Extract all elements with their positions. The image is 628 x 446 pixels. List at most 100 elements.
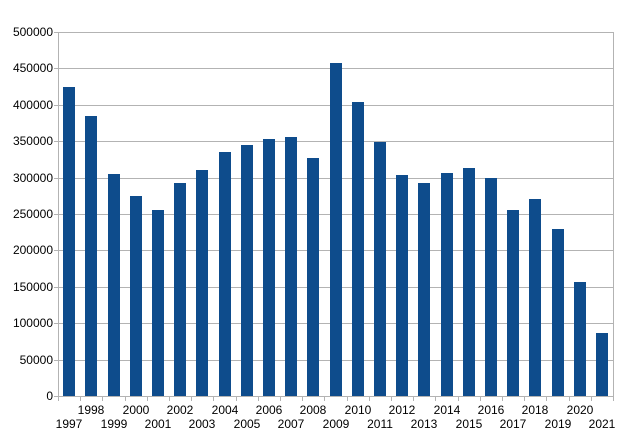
x-axis-tick-label: 2007 <box>277 417 305 431</box>
x-axis-tick <box>569 397 570 401</box>
x-axis-tick <box>435 397 436 401</box>
bar-2001 <box>152 210 164 396</box>
x-axis-tick <box>280 397 281 401</box>
bar-1999 <box>108 174 120 396</box>
y-axis-line <box>58 32 59 397</box>
bar-2007 <box>285 137 297 396</box>
bar-2013 <box>418 183 430 396</box>
x-axis-tick-label: 2020 <box>566 403 594 417</box>
x-axis-tick <box>347 397 348 401</box>
bar-2015 <box>463 168 475 396</box>
x-axis-tick <box>524 397 525 401</box>
bar-2011 <box>374 142 386 396</box>
y-axis-tick-label: 150000 <box>12 280 53 294</box>
x-axis-tick <box>302 397 303 401</box>
y-axis-tick-label: 350000 <box>12 134 53 148</box>
x-axis-tick <box>236 397 237 401</box>
y-axis-tick-label: 450000 <box>12 61 53 75</box>
x-axis-tick <box>213 397 214 401</box>
y-axis-tick-label: 500000 <box>12 25 53 39</box>
x-axis-tick-label: 2006 <box>255 403 283 417</box>
bar-2002 <box>174 183 186 396</box>
x-axis-tick-label: 2021 <box>588 417 616 431</box>
x-axis-tick <box>258 397 259 401</box>
x-axis-tick-label: 2005 <box>233 417 261 431</box>
x-axis-tick-label: 2015 <box>455 417 483 431</box>
x-axis-tick-label: 2003 <box>188 417 216 431</box>
y-axis-tick-label: 50000 <box>19 353 53 367</box>
y-axis-tick <box>54 105 58 106</box>
x-axis-tick <box>413 397 414 401</box>
bar-2003 <box>196 170 208 396</box>
bar-2017 <box>507 210 519 396</box>
x-axis-tick <box>458 397 459 401</box>
y-axis-tick <box>54 32 58 33</box>
bar-2018 <box>529 199 541 396</box>
x-axis-tick-label: 2013 <box>410 417 438 431</box>
x-axis-tick <box>102 397 103 401</box>
y-axis-tick <box>54 287 58 288</box>
x-axis-tick-label: 1998 <box>77 403 105 417</box>
bar-2016 <box>485 178 497 396</box>
bar-2008 <box>307 158 319 396</box>
x-axis-tick <box>480 397 481 401</box>
bar-2019 <box>552 229 564 396</box>
x-axis-tick <box>502 397 503 401</box>
plot-right-border <box>613 32 614 397</box>
y-axis-tick <box>54 214 58 215</box>
y-axis-tick <box>54 396 58 397</box>
y-axis-tick <box>54 323 58 324</box>
y-axis-tick <box>54 178 58 179</box>
x-axis-tick <box>369 397 370 401</box>
bar-2006 <box>263 139 275 396</box>
x-axis-tick <box>591 397 592 401</box>
x-axis-tick <box>125 397 126 401</box>
x-axis-tick-label: 2012 <box>388 403 416 417</box>
x-axis-tick-label: 2011 <box>367 417 393 431</box>
y-axis-tick-label: 400000 <box>12 98 53 112</box>
gridline <box>58 32 613 33</box>
x-axis-tick <box>324 397 325 401</box>
y-axis-tick <box>54 250 58 251</box>
x-axis-tick <box>191 397 192 401</box>
bar-2000 <box>130 196 142 396</box>
bar-2021 <box>596 333 608 396</box>
y-axis-tick-label: 100000 <box>12 316 53 330</box>
bar-2012 <box>396 175 408 396</box>
y-axis-tick <box>54 68 58 69</box>
bar-1997 <box>63 87 75 396</box>
x-axis-tick-label: 2004 <box>211 403 239 417</box>
x-axis-tick-label: 2017 <box>499 417 527 431</box>
x-axis-tick <box>147 397 148 401</box>
bar-2005 <box>241 145 253 396</box>
x-axis-tick <box>169 397 170 401</box>
x-axis-tick-label: 2009 <box>322 417 350 431</box>
x-axis-tick <box>546 397 547 401</box>
x-axis-tick-label: 2008 <box>299 403 327 417</box>
x-axis-tick-label: 1997 <box>55 417 83 431</box>
x-axis-line <box>58 396 613 397</box>
x-axis-tick <box>391 397 392 401</box>
x-axis-tick-label: 2001 <box>144 417 172 431</box>
x-axis-tick <box>58 397 59 401</box>
bar-2010 <box>352 102 364 396</box>
bar-2014 <box>441 173 453 396</box>
x-axis-tick <box>80 397 81 401</box>
x-axis-tick-label: 2010 <box>344 403 372 417</box>
y-axis-tick-label: 0 <box>46 389 53 403</box>
y-axis-tick-label: 300000 <box>12 171 53 185</box>
x-axis-tick-label: 2018 <box>521 403 549 417</box>
x-axis-tick-label: 2002 <box>166 403 194 417</box>
x-axis-tick-label: 1999 <box>100 417 128 431</box>
y-axis-tick <box>54 360 58 361</box>
x-axis-tick-label: 2019 <box>544 417 572 431</box>
x-axis-tick-label: 2014 <box>433 403 461 417</box>
bar-2004 <box>219 152 231 396</box>
x-axis-tick <box>613 397 614 401</box>
y-axis-tick-label: 200000 <box>12 243 53 257</box>
bar-2020 <box>574 282 586 396</box>
bar-1998 <box>85 116 97 396</box>
x-axis-tick-label: 2000 <box>122 403 150 417</box>
x-axis-tick-label: 2016 <box>477 403 505 417</box>
